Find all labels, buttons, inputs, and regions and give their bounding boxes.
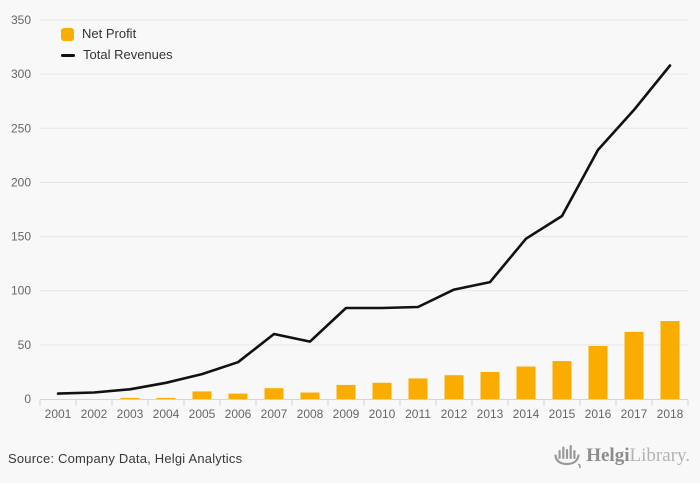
legend-label-total-revenues: Total Revenues	[83, 47, 173, 62]
x-axis-label-2011: 2011	[405, 407, 431, 421]
bar-2014[interactable]	[516, 366, 536, 399]
y-axis-label-50: 50	[18, 338, 32, 352]
x-axis-label-2010: 2010	[369, 407, 396, 421]
x-axis-label-2009: 2009	[333, 407, 360, 421]
legend-item-total-revenues[interactable]: Total Revenues	[61, 47, 173, 63]
x-axis-label-2016: 2016	[585, 407, 612, 421]
x-axis-label-2015: 2015	[549, 407, 576, 421]
x-axis-label-2017: 2017	[621, 407, 648, 421]
x-axis-label-2006: 2006	[225, 407, 252, 421]
bar-2016[interactable]	[588, 345, 608, 399]
bar-2015[interactable]	[552, 361, 572, 399]
bar-2010[interactable]	[372, 382, 392, 399]
helgi-ship-icon	[554, 445, 581, 468]
x-axis-label-2004: 2004	[153, 407, 180, 421]
helgi-library-logo[interactable]: HelgiLibrary.	[554, 443, 690, 468]
bar-2009[interactable]	[336, 384, 356, 399]
legend-label-net-profit: Net Profit	[82, 26, 137, 41]
bar-2006[interactable]	[228, 393, 248, 399]
y-axis-label-150: 150	[11, 230, 31, 244]
bar-2011[interactable]	[408, 378, 428, 399]
legend-item-net-profit[interactable]: Net Profit	[61, 26, 173, 42]
combo-chart: 0 50 100 150 200 250 300 350 2001 2002 2003 2004 200…	[11, 13, 689, 421]
bar-2003[interactable]	[120, 397, 140, 399]
x-axis-label-2008: 2008	[297, 407, 324, 421]
logo-wordmark: HelgiLibrary.	[586, 444, 690, 468]
bar-2018[interactable]	[660, 321, 680, 399]
bar-2005[interactable]	[192, 391, 212, 399]
x-axis-label-2014: 2014	[513, 407, 540, 421]
y-axis-label-250: 250	[11, 121, 31, 135]
total-revenues-line[interactable]	[56, 64, 672, 395]
y-axis-label-200: 200	[11, 175, 31, 189]
y-axis-label-0: 0	[24, 392, 31, 406]
chart-legend: Net Profit Total Revenues	[61, 26, 173, 63]
x-axis-label-2007: 2007	[261, 407, 288, 421]
y-axis-label-350: 350	[11, 13, 31, 27]
x-axis-label-2002: 2002	[81, 407, 108, 421]
y-axis-label-100: 100	[11, 284, 31, 298]
bar-2004[interactable]	[156, 397, 176, 399]
net-profit-swatch-icon	[61, 27, 74, 41]
x-axis-label-2013: 2013	[477, 407, 504, 421]
bar-2017[interactable]	[624, 331, 644, 399]
y-axis-label-300: 300	[11, 67, 31, 81]
x-axis-label-2012: 2012	[441, 407, 468, 421]
bar-2008[interactable]	[300, 392, 320, 399]
logo-text-library: Library.	[629, 445, 691, 466]
bar-2013[interactable]	[480, 371, 500, 399]
x-axis-label-2001: 2001	[45, 407, 72, 421]
x-axis-label-2018: 2018	[657, 407, 684, 421]
logo-text-helgi: Helgi	[586, 445, 630, 466]
source-text: Source: Company Data, Helgi Analytics	[8, 451, 243, 466]
bar-2007[interactable]	[264, 388, 284, 399]
x-axis-label-2003: 2003	[117, 407, 144, 421]
total-revenues-line-icon	[61, 53, 75, 57]
bar-2012[interactable]	[444, 375, 464, 399]
x-axis-label-2005: 2005	[189, 407, 216, 421]
